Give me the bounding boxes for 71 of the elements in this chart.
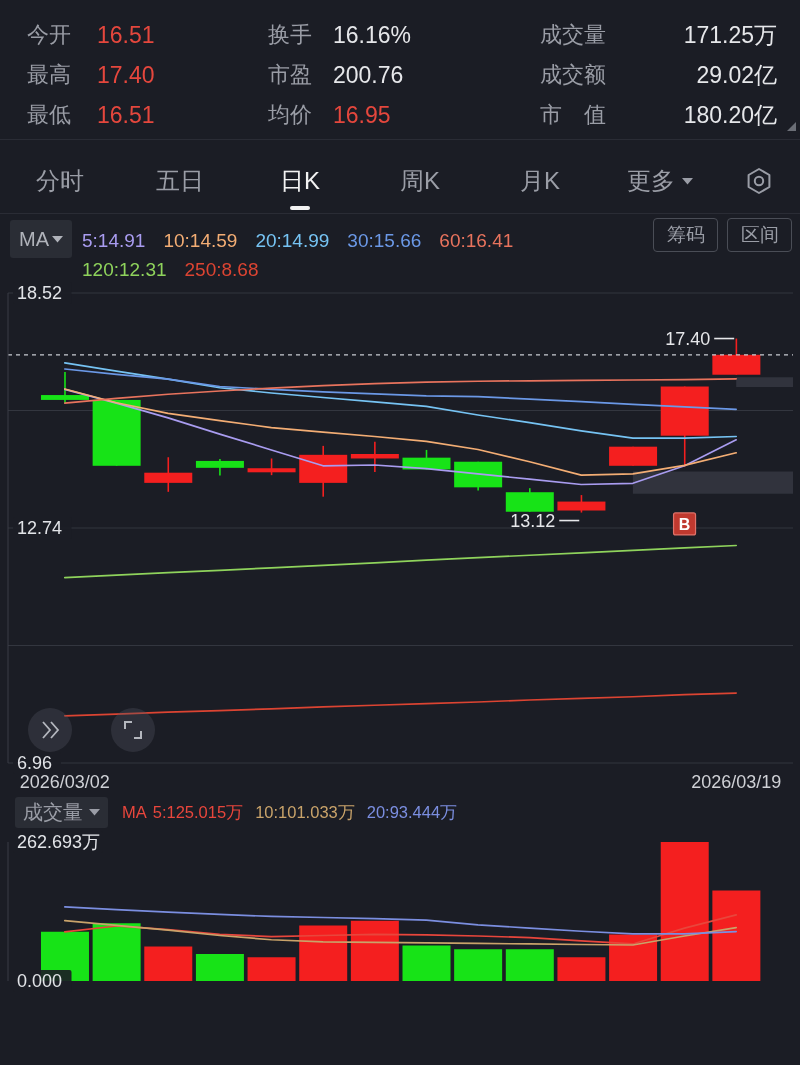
text: 30:15.66 xyxy=(347,229,422,253)
bar xyxy=(299,925,348,981)
text: 5:14.91 xyxy=(82,229,146,253)
text: 分时 xyxy=(36,166,84,196)
text: 120:12.31 xyxy=(82,258,167,282)
text: 周K xyxy=(399,166,440,196)
text: 20:14.99 xyxy=(255,229,330,253)
text: 10:14.59 xyxy=(163,229,238,253)
legend-title: MA xyxy=(19,227,49,251)
text: 60:16.41 xyxy=(439,229,514,253)
x-tick-label: 2026/03/19 xyxy=(691,772,782,792)
text: 180.20亿 xyxy=(683,101,777,130)
text: 均价 xyxy=(268,101,312,129)
legend-title: MA xyxy=(122,802,147,823)
annotation: 13.12 xyxy=(510,510,556,531)
text: 250:8.68 xyxy=(184,258,259,282)
text: 29.02亿 xyxy=(696,61,777,90)
text: 16.51 xyxy=(97,21,155,50)
bar xyxy=(660,842,709,981)
y-tick-label: 18.52 xyxy=(17,283,63,303)
bar xyxy=(712,890,761,981)
line-series xyxy=(63,906,738,935)
y-tick-label: 262.693万 xyxy=(17,832,101,852)
text: 16.16% xyxy=(333,21,412,50)
text: 市盈 xyxy=(268,61,312,89)
bar xyxy=(350,920,399,981)
text: 月K xyxy=(519,166,560,196)
text: 成交额 xyxy=(540,61,606,89)
text: 今开 xyxy=(27,21,71,49)
text: 最高 xyxy=(27,61,71,89)
dropdown-button: 成交量 xyxy=(15,797,108,828)
candlestick xyxy=(40,371,89,404)
bar xyxy=(247,957,296,981)
line-series xyxy=(63,362,738,439)
text: 更多 xyxy=(627,166,675,196)
text: 最低 xyxy=(27,101,71,129)
bar xyxy=(92,923,141,981)
text: 171.25万 xyxy=(683,21,777,50)
bar xyxy=(609,934,658,981)
text: 五日 xyxy=(156,166,204,196)
bar xyxy=(505,949,554,981)
dropdown-button: MA xyxy=(10,220,72,258)
y-tick-label: 12.74 xyxy=(17,518,63,538)
annotation: 17.40 xyxy=(665,328,711,349)
outlined-button: 区间 xyxy=(727,218,792,252)
text: 市 值 xyxy=(540,101,606,129)
y-tick-label: 6.96 xyxy=(17,753,53,773)
text: 16.95 xyxy=(333,101,391,130)
text: 17.40 xyxy=(97,61,155,90)
bar xyxy=(195,954,244,981)
y-tick-label: 0.000 xyxy=(17,971,63,991)
text: 20:93.444万 xyxy=(366,802,458,823)
text: 16.51 xyxy=(97,101,155,130)
bar xyxy=(557,957,606,981)
text: 成交量 xyxy=(540,21,606,49)
line-series xyxy=(63,368,738,411)
bar xyxy=(402,945,451,981)
text: 日K xyxy=(279,166,320,196)
text: 10:101.033万 xyxy=(255,802,355,823)
line-series xyxy=(63,544,738,579)
bar xyxy=(144,946,193,981)
text: 换手 xyxy=(268,21,312,49)
text: 5:125.015万 xyxy=(152,802,244,823)
series-label: B xyxy=(678,515,691,533)
x-tick-label: 2026/03/02 xyxy=(19,772,110,792)
chart-title: 成交量 xyxy=(23,800,83,825)
outlined-button: 筹码 xyxy=(653,218,718,252)
line-series xyxy=(63,377,738,405)
line-series xyxy=(63,692,738,717)
text: 200.76 xyxy=(333,61,404,90)
bar xyxy=(454,949,503,981)
